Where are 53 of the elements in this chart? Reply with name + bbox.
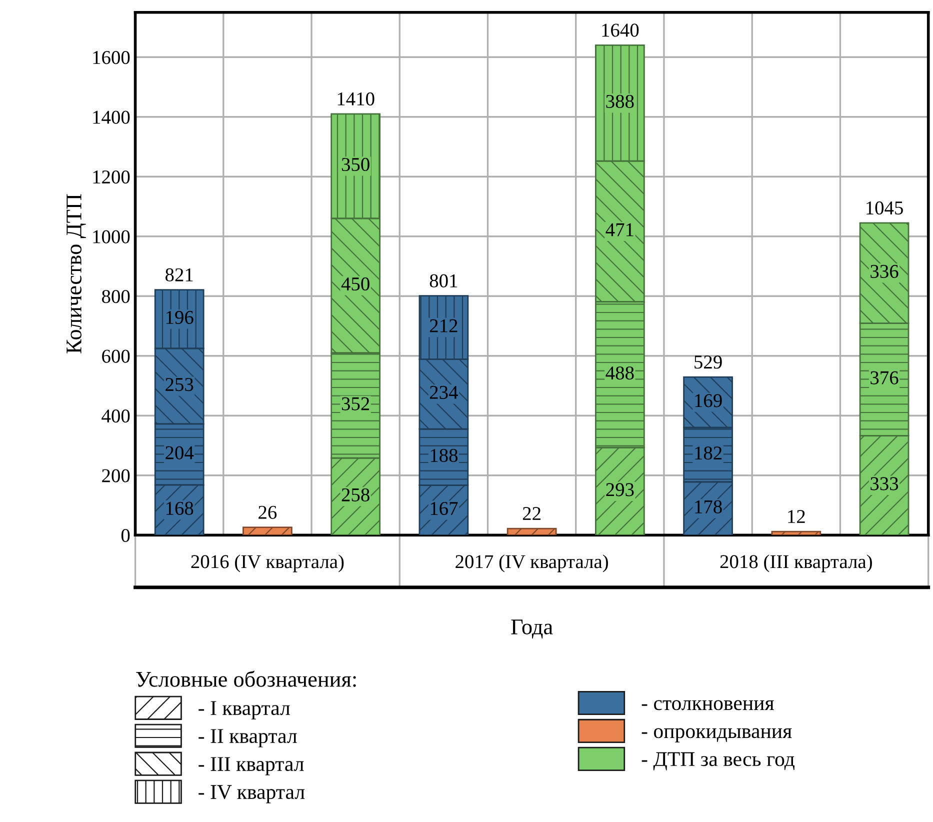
y-tick-label: 400 bbox=[102, 409, 130, 423]
total-label: 1410 bbox=[338, 92, 374, 106]
total-label: 821 bbox=[166, 268, 193, 282]
x-tick-label: 2017 (IV квартала) bbox=[456, 554, 608, 572]
y-tick-label: 1000 bbox=[93, 230, 130, 244]
text: - ДТП за весь год bbox=[642, 752, 794, 770]
data-label: 450 bbox=[341, 277, 370, 291]
total-label: 22 bbox=[522, 507, 540, 520]
y-tick-label: 200 bbox=[102, 469, 130, 482]
total-label: 12 bbox=[788, 510, 805, 523]
y-axis-title: Количество ДТП bbox=[66, 194, 86, 354]
data-label: 178 bbox=[695, 500, 722, 514]
y-tick-label: 600 bbox=[102, 350, 130, 363]
data-label: 488 bbox=[606, 366, 634, 380]
total-label: 26 bbox=[258, 506, 277, 519]
data-label: 336 bbox=[870, 264, 898, 278]
data-label: 258 bbox=[342, 488, 370, 502]
data-label: 212 bbox=[430, 319, 458, 332]
data-label: 350 bbox=[342, 158, 370, 172]
text: - I квартал bbox=[198, 701, 290, 720]
y-tick-label: 800 bbox=[102, 290, 130, 304]
data-label: 376 bbox=[870, 371, 898, 384]
data-label: 204 bbox=[166, 446, 194, 460]
total-label: 801 bbox=[430, 274, 458, 288]
data-label: 234 bbox=[430, 386, 458, 399]
data-label: 168 bbox=[166, 502, 194, 515]
x-axis-title: Года bbox=[511, 620, 553, 638]
y-tick-label: 1600 bbox=[93, 50, 130, 64]
data-label: 352 bbox=[342, 397, 370, 410]
text: - столкновения bbox=[642, 700, 774, 710]
y-tick-label: 0 bbox=[121, 528, 130, 542]
x-tick-label: 2018 (III квартала) bbox=[720, 554, 872, 572]
data-label: 388 bbox=[606, 94, 634, 108]
total-label: 1640 bbox=[602, 24, 639, 37]
data-label: 333 bbox=[870, 477, 898, 490]
data-label: 471 bbox=[606, 223, 634, 236]
data-label: 253 bbox=[166, 378, 194, 392]
text: - опрокидывания bbox=[642, 728, 792, 742]
data-label: 182 bbox=[695, 446, 722, 460]
data-label: 188 bbox=[430, 448, 458, 462]
data-label: 167 bbox=[430, 502, 458, 516]
text: - III квартал bbox=[198, 757, 304, 776]
total-label: 1045 bbox=[866, 201, 903, 215]
data-label: 293 bbox=[606, 483, 634, 496]
total-label: 529 bbox=[694, 356, 722, 369]
text: - II квартал bbox=[198, 729, 297, 748]
y-tick-label: 1400 bbox=[93, 110, 130, 124]
data-label: 196 bbox=[166, 310, 194, 324]
x-tick-label: 2016 (IV квартала) bbox=[191, 554, 344, 572]
y-tick-label: 1200 bbox=[93, 170, 130, 184]
legend-title: Условные обозначения: bbox=[136, 670, 356, 687]
data-label: 169 bbox=[695, 394, 722, 408]
text: - IV квартал bbox=[198, 785, 305, 804]
